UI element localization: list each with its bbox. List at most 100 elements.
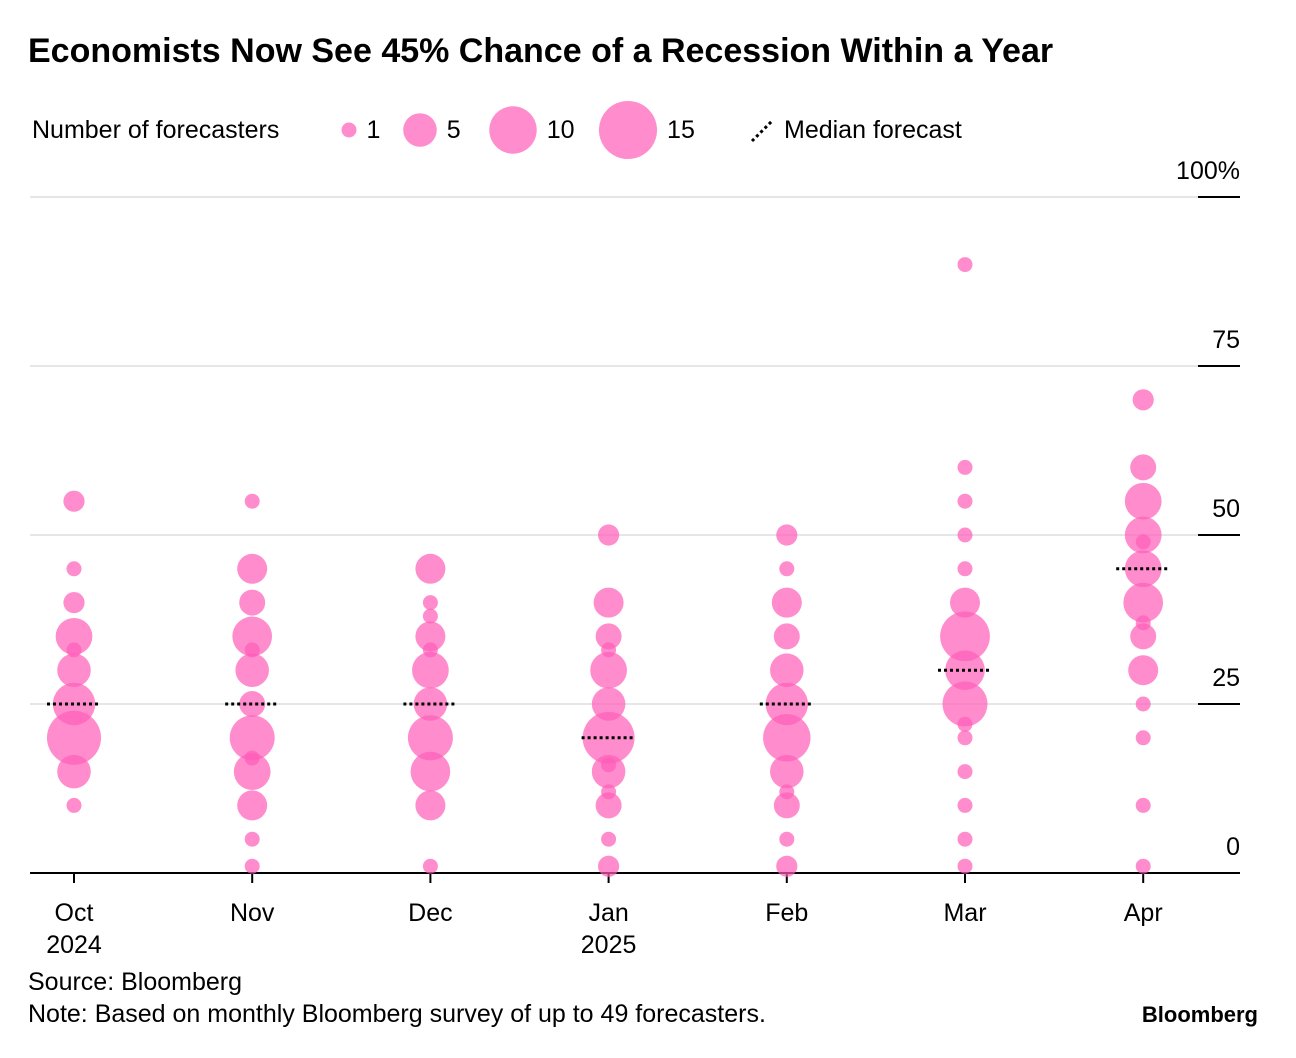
bubble	[957, 831, 973, 847]
bubble	[235, 653, 269, 687]
bubble	[770, 754, 804, 789]
bubble	[407, 715, 453, 761]
bubble	[957, 797, 973, 813]
bubble	[46, 710, 102, 765]
bubble	[779, 561, 795, 577]
legend-bubble	[489, 106, 537, 154]
x-tick-label: Apr	[1123, 899, 1163, 927]
bubble	[593, 587, 624, 618]
legend-size-label: 15	[667, 116, 695, 144]
bubble	[957, 764, 973, 780]
bubble	[773, 623, 800, 650]
legend-title: Number of forecasters	[32, 116, 279, 144]
legend-size-label: 10	[547, 116, 575, 144]
legend-bubble	[403, 113, 437, 147]
x-tick-label: Dec	[408, 899, 453, 927]
bubble	[942, 681, 988, 727]
bubble	[1130, 454, 1157, 481]
bubble	[422, 608, 438, 624]
bubble	[422, 595, 438, 611]
bubble	[776, 855, 798, 877]
bubble	[237, 553, 268, 584]
y-tick-label: 0	[1226, 833, 1240, 861]
x-tick-label: Mar	[943, 899, 987, 927]
bubble	[233, 753, 271, 790]
bubble	[590, 651, 627, 689]
bubble	[957, 561, 973, 577]
bubble	[940, 611, 990, 662]
bubble	[66, 642, 82, 658]
bubble	[591, 754, 626, 789]
x-tick-label: Oct 2024	[46, 899, 102, 959]
bubble	[776, 524, 798, 546]
bubble	[1130, 623, 1157, 650]
bubble	[244, 493, 260, 509]
bubble	[239, 589, 266, 616]
bubble	[63, 490, 85, 512]
bubble	[950, 587, 980, 618]
bubble	[1128, 655, 1159, 686]
legend-median-label: Median forecast	[784, 116, 962, 144]
bubble	[957, 730, 973, 746]
bubble	[770, 653, 804, 687]
bubble	[957, 527, 973, 543]
bubble	[57, 653, 91, 687]
x-tick-label: Nov	[229, 899, 275, 927]
note: Note: Based on monthly Bloomberg survey …	[28, 1000, 766, 1028]
bubble	[63, 591, 85, 614]
bubble	[957, 493, 973, 509]
y-tick-label: 25	[1212, 664, 1240, 692]
bubble	[595, 792, 622, 819]
bubble	[412, 651, 449, 689]
y-tick-label: 100%	[1176, 157, 1240, 185]
bubble	[415, 621, 446, 652]
y-tick-label: 50	[1212, 495, 1240, 523]
bubble	[55, 618, 93, 655]
legend-size-label: 5	[447, 116, 461, 144]
bubble	[779, 831, 795, 847]
bubble	[1135, 797, 1151, 813]
legend-size-label: 1	[367, 116, 381, 144]
legend-bubble	[598, 100, 658, 160]
bubble	[1135, 730, 1151, 746]
x-tick-label: Feb	[765, 899, 809, 927]
bubble	[237, 790, 268, 821]
brand: Bloomberg	[1141, 1002, 1258, 1027]
bubble	[957, 716, 973, 732]
legend-bubble	[341, 122, 357, 138]
source: Source: Bloomberg	[28, 968, 243, 996]
bubble	[771, 587, 802, 618]
bubble	[597, 524, 620, 546]
bubble	[244, 642, 260, 658]
bubble	[1135, 534, 1151, 550]
bubble	[1124, 482, 1162, 520]
bubble	[415, 790, 446, 821]
bubble	[1123, 582, 1164, 623]
bubble	[597, 855, 620, 877]
bubble	[57, 754, 91, 789]
bubble	[244, 858, 260, 874]
bubble	[1135, 696, 1151, 712]
bubble	[1132, 389, 1154, 411]
bubble	[957, 257, 973, 273]
bubble	[1135, 858, 1151, 874]
bubble	[410, 751, 451, 792]
chart-title: Economists Now See 45% Chance of a Reces…	[28, 32, 1053, 70]
bubble	[591, 687, 626, 721]
bubble	[595, 623, 622, 650]
bubble	[773, 792, 800, 819]
bubble	[232, 616, 273, 657]
bubble	[601, 831, 617, 847]
bubble	[422, 858, 438, 874]
y-tick-label: 75	[1212, 326, 1240, 354]
bubble	[66, 797, 82, 813]
bubble	[244, 831, 260, 847]
bubble	[415, 553, 446, 584]
x-tick-label: Jan 2025	[580, 899, 637, 959]
bubble	[763, 714, 811, 762]
bubble	[66, 561, 82, 577]
legend-median-icon	[750, 119, 774, 143]
bubble	[957, 858, 973, 874]
